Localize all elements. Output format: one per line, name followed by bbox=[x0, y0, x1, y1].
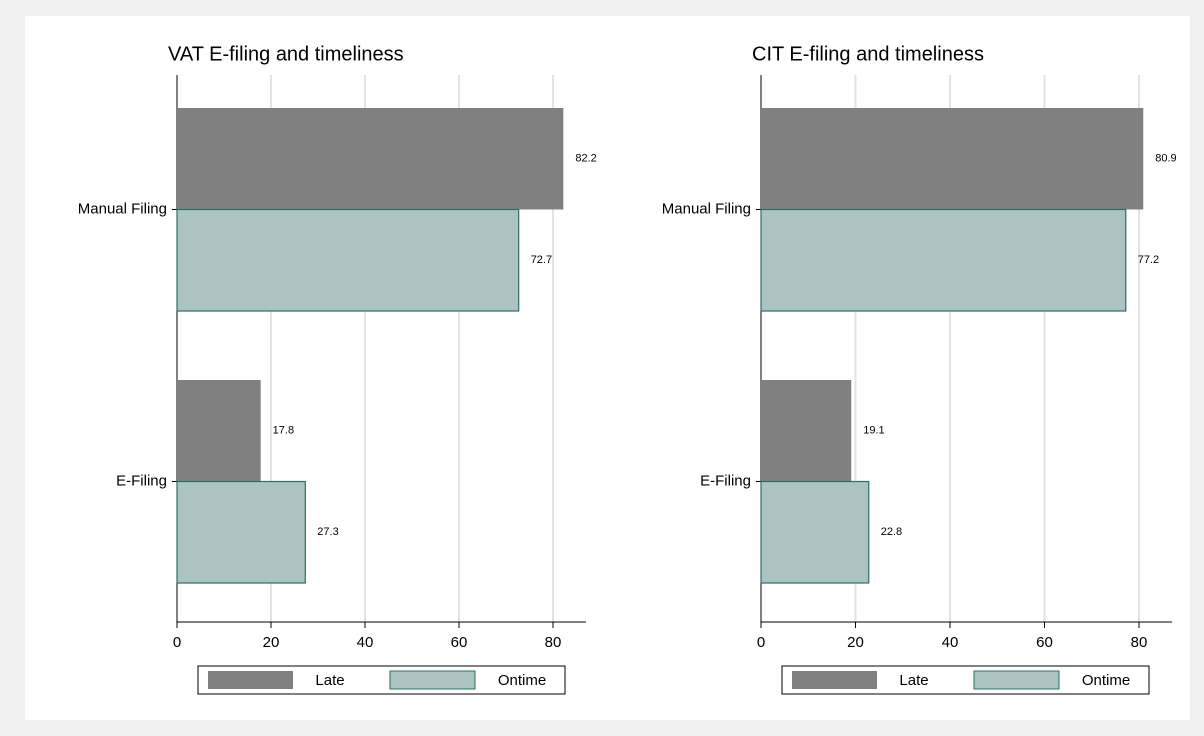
x-tick-label: 60 bbox=[451, 634, 468, 651]
x-tick-label: 80 bbox=[545, 634, 562, 651]
legend-label: Ontime bbox=[1082, 672, 1130, 689]
bar bbox=[177, 108, 564, 210]
legend-swatch bbox=[208, 671, 293, 689]
y-tick-label: Manual Filing bbox=[662, 200, 751, 217]
x-tick-label: 0 bbox=[757, 634, 765, 651]
x-tick-label: 0 bbox=[173, 634, 181, 651]
data-label: 17.8 bbox=[273, 425, 294, 437]
data-label: 22.8 bbox=[881, 526, 902, 538]
y-tick-label: Manual Filing bbox=[78, 200, 167, 217]
data-label: 19.1 bbox=[863, 425, 884, 437]
x-tick-label: 60 bbox=[1036, 634, 1053, 651]
bar bbox=[760, 480, 870, 584]
x-tick-label: 40 bbox=[942, 634, 959, 651]
y-tick-label: E-Filing bbox=[116, 472, 167, 489]
bar bbox=[761, 108, 1144, 210]
y-tick-label: E-Filing bbox=[700, 472, 751, 489]
legend-label: Ontime bbox=[498, 672, 546, 689]
data-label: 77.2 bbox=[1138, 254, 1159, 266]
x-tick-label: 20 bbox=[263, 634, 280, 651]
legend-swatch bbox=[973, 670, 1060, 690]
chart-title: VAT E-filing and timeliness bbox=[168, 43, 404, 65]
legend-swatch bbox=[389, 670, 476, 690]
legend-swatch bbox=[792, 671, 877, 689]
x-tick-label: 20 bbox=[847, 634, 864, 651]
data-label: 27.3 bbox=[317, 526, 338, 538]
data-label: 80.9 bbox=[1155, 153, 1176, 165]
bar bbox=[176, 480, 306, 584]
bar bbox=[177, 380, 261, 482]
x-tick-label: 80 bbox=[1131, 634, 1148, 651]
legend-label: Late bbox=[315, 672, 344, 689]
chart-title: CIT E-filing and timeliness bbox=[752, 43, 984, 65]
legend-label: Late bbox=[899, 672, 928, 689]
bar bbox=[760, 208, 1127, 312]
data-label: 72.7 bbox=[531, 254, 552, 266]
data-label: 82.2 bbox=[575, 153, 596, 165]
bar bbox=[176, 208, 520, 312]
x-tick-label: 40 bbox=[357, 634, 374, 651]
bar bbox=[761, 380, 852, 482]
